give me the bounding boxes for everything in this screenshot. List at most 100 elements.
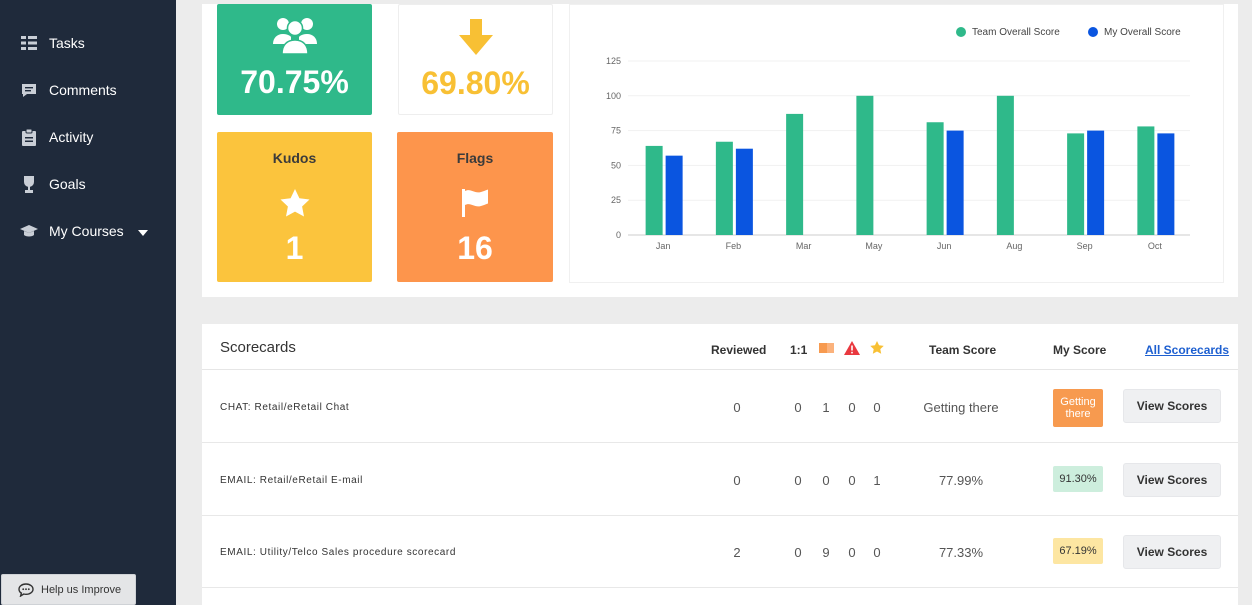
alerts-count: 0	[848, 400, 856, 415]
sidebar-item-label: Activity	[49, 129, 94, 145]
sidebar: Tasks Comments Activity Goals My Courses…	[0, 0, 176, 605]
my-score-value: 69.80%	[421, 65, 530, 101]
y-tick-label: 50	[611, 160, 621, 170]
help-label: Help us Improve	[41, 583, 122, 596]
col-team-score: Team Score	[929, 343, 997, 357]
bar-my-jan	[665, 155, 683, 235]
flags-title: Flags	[456, 150, 494, 166]
flags-count: 9	[822, 545, 830, 560]
y-tick-label: 25	[611, 195, 621, 205]
one-on-one-count: 0	[794, 473, 802, 488]
bar-team-jan	[645, 145, 663, 235]
stars-count: 1	[873, 473, 881, 488]
score-chart: 0 25 50 75 100 125 Jan Feb Mar May Jun Aug Sep Oct Tea…	[569, 4, 1224, 283]
sidebar-item-label: Tasks	[49, 35, 85, 51]
team-score-tile: 70.75%	[217, 4, 372, 115]
legend-label: My Overall Score	[1104, 27, 1181, 38]
bar-my-sep	[1087, 130, 1105, 235]
stars-count: 0	[873, 545, 881, 560]
one-on-one-count: 0	[794, 400, 802, 415]
kudos-title: Kudos	[272, 150, 317, 166]
y-tick-label: 100	[606, 91, 621, 101]
bar-team-may	[856, 95, 874, 235]
trophy-icon	[20, 175, 38, 193]
bar-my-oct	[1157, 133, 1175, 235]
view-scores-button[interactable]: View Scores	[1123, 535, 1221, 569]
view-scores-button[interactable]: View Scores	[1123, 389, 1221, 423]
my-score-tile: 69.80%	[398, 4, 553, 115]
bar-team-jun	[926, 122, 944, 235]
team-score: Getting there	[923, 400, 999, 415]
team-score-value: 70.75%	[240, 64, 349, 100]
warning-icon	[844, 341, 860, 358]
x-tick-label: Aug	[1006, 241, 1022, 251]
sidebar-item-label: Goals	[49, 176, 86, 192]
caret-down-icon[interactable]	[137, 223, 148, 239]
y-tick-label: 75	[611, 126, 621, 136]
sidebar-item-goals[interactable]: Goals	[20, 172, 86, 196]
col-one-on-one: 1:1	[790, 343, 808, 357]
reviewed-count: 0	[733, 400, 741, 415]
sidebar-item-my-courses[interactable]: My Courses	[20, 219, 148, 243]
col-my-score: My Score	[1053, 343, 1107, 357]
team-score: 77.33%	[938, 545, 984, 560]
reviewed-count: 0	[733, 473, 741, 488]
bar-team-oct	[1137, 126, 1155, 235]
legend-marker	[956, 27, 966, 37]
scorecard-name: EMAIL: Retail/eRetail E-mail	[220, 475, 363, 486]
kudos-tile: Kudos 1	[217, 132, 372, 282]
users-icon	[217, 14, 372, 56]
legend-label: Team Overall Score	[972, 27, 1060, 38]
scorecard-name: EMAIL: Utility/Telco Sales procedure sco…	[220, 547, 457, 558]
sidebar-item-activity[interactable]: Activity	[20, 125, 93, 149]
my-score-badge: 91.30%	[1053, 466, 1103, 492]
scorecards-header: Scorecards Reviewed 1:1 Team Score My Sc…	[202, 324, 1238, 370]
sidebar-item-comments[interactable]: Comments	[20, 78, 117, 102]
bar-team-feb	[715, 141, 733, 235]
graduation-cap-icon	[20, 222, 38, 240]
stars-count: 0	[873, 400, 881, 415]
view-scores-button[interactable]: View Scores	[1123, 463, 1221, 497]
x-tick-label: Oct	[1148, 241, 1163, 251]
scorecard-row: EMAIL: Utility/Telco Sales procedure sco…	[202, 516, 1238, 588]
help-us-improve-button[interactable]: Help us Improve	[1, 574, 136, 605]
star-icon	[217, 189, 372, 217]
flag-icon	[397, 189, 553, 217]
alerts-count: 0	[848, 545, 856, 560]
flag-icon	[819, 342, 834, 358]
reviewed-count: 2	[733, 545, 741, 560]
bar-my-jun	[946, 130, 964, 235]
bar-my-feb	[735, 148, 753, 235]
arrow-down-icon	[399, 19, 552, 55]
y-tick-label: 125	[606, 56, 621, 66]
chat-bubble-icon	[18, 582, 34, 597]
scorecard-row: EMAIL: Retail/eRetail E-mail 0 0 0 0 1 77.99% 9…	[202, 444, 1238, 516]
scorecards-panel: Scorecards Reviewed 1:1 Team Score My Sc…	[202, 324, 1238, 605]
flags-tile: Flags 16	[397, 132, 553, 282]
x-tick-label: Jun	[937, 241, 952, 251]
flags-count: 0	[822, 473, 830, 488]
col-reviewed: Reviewed	[711, 343, 767, 357]
bar-team-sep	[1067, 133, 1085, 235]
alerts-count: 0	[848, 473, 856, 488]
one-on-one-count: 0	[794, 545, 802, 560]
x-tick-label: May	[865, 241, 883, 251]
scorecard-name: CHAT: Retail/eRetail Chat	[220, 402, 350, 413]
bar-team-mar	[786, 113, 804, 235]
scorecards-title: Scorecards	[220, 339, 296, 356]
bar-chart: 0 25 50 75 100 125 Jan Feb Mar May Jun Aug Sep Oct Tea…	[606, 27, 1190, 251]
sidebar-item-tasks[interactable]: Tasks	[20, 31, 85, 55]
flags-count: 1	[822, 400, 830, 415]
flags-count: 16	[457, 230, 493, 266]
sidebar-item-label: Comments	[49, 82, 117, 98]
my-score-badge: Getting there	[1053, 389, 1103, 427]
sidebar-item-label: My Courses	[49, 223, 124, 239]
star-icon	[870, 341, 884, 357]
scorecard-row: CHAT: Retail/eRetail Chat 0 0 1 0 0 Getting th…	[202, 371, 1238, 443]
all-scorecards-link[interactable]: All Scorecards	[1145, 343, 1230, 357]
legend-marker	[1088, 27, 1098, 37]
comment-icon	[20, 81, 38, 99]
x-tick-label: Jan	[656, 241, 671, 251]
clipboard-icon	[20, 128, 38, 146]
bar-team-aug	[996, 95, 1014, 235]
